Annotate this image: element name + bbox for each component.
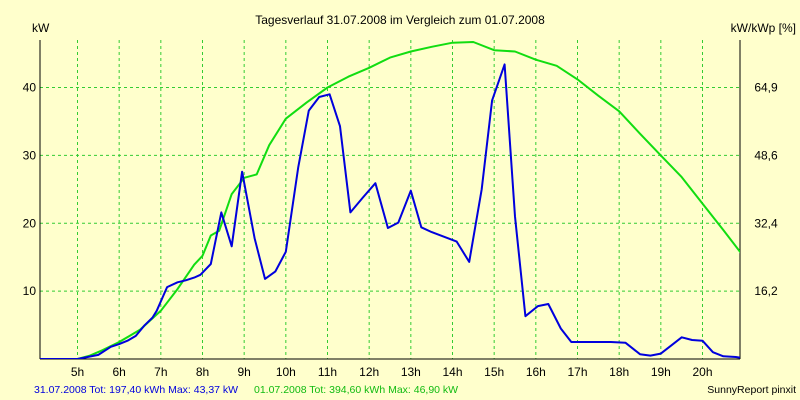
y-tick-label-left: 20: [23, 216, 37, 230]
series-line-01-07-2008: [40, 41, 740, 359]
y-tick-label-left: 40: [23, 81, 37, 95]
y-tick-label-right: 64,9: [754, 81, 778, 95]
x-tick-label: 14h: [442, 365, 462, 379]
x-tick-label: 11h: [318, 365, 337, 379]
x-tick-label: 12h: [359, 365, 379, 379]
x-tick-label: 6h: [112, 365, 125, 379]
footer-series-a-summary: 31.07.2008 Tot: 197,40 kWh Max: 43,37 kW: [34, 384, 238, 396]
x-tick-label: 16h: [526, 365, 546, 379]
footer-series-b-summary: 01.07.2008 Tot: 394,60 kWh Max: 46,90 kW: [254, 384, 458, 396]
x-tick-label: 13h: [401, 365, 421, 379]
y-axis-right-label: kW/kWp [%]: [731, 21, 796, 35]
x-tick-label: 10h: [276, 365, 296, 379]
labels-layer: Tagesverlauf 31.07.2008 im Vergleich zum…: [23, 13, 796, 396]
x-tick-label: 8h: [196, 365, 209, 379]
y-tick-label-right: 32,4: [754, 216, 778, 230]
series-line-31-07-2008: [40, 63, 740, 359]
y-axis-left-label: kW: [32, 21, 50, 35]
x-tick-label: 17h: [567, 365, 587, 379]
y-tick-label-right: 16,2: [754, 284, 778, 298]
x-tick-label: 19h: [651, 365, 671, 379]
y-tick-label-left: 10: [23, 284, 37, 298]
x-tick-label: 20h: [692, 365, 712, 379]
x-tick-label: 18h: [609, 365, 629, 379]
y-tick-label-right: 48,6: [754, 148, 778, 162]
x-tick-label: 15h: [484, 365, 504, 379]
x-tick-label: 9h: [237, 365, 250, 379]
y-tick-label-left: 30: [23, 148, 37, 162]
series-layer: [40, 41, 740, 359]
footer-credit: SunnyReport pinxit: [707, 384, 796, 396]
grid-layer: [40, 40, 740, 359]
x-tick-label: 7h: [154, 365, 167, 379]
x-tick-label: 5h: [71, 365, 84, 379]
axes-layer: [39, 40, 741, 360]
chart-title: Tagesverlauf 31.07.2008 im Vergleich zum…: [255, 13, 545, 27]
